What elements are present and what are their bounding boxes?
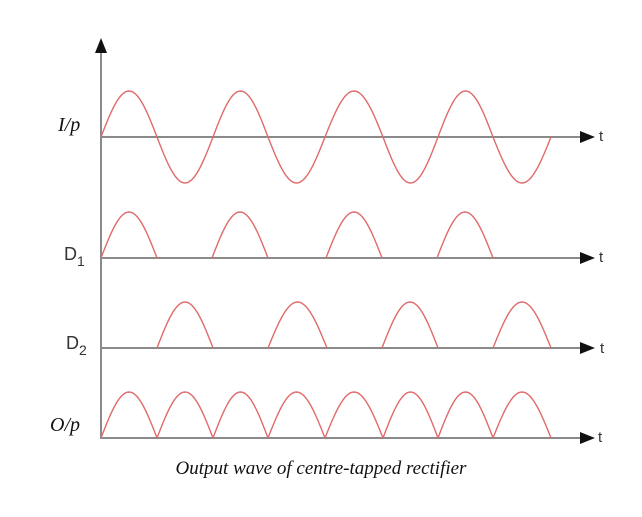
time-label-d2: t: [600, 340, 605, 357]
waveform-output-segment: [382, 391, 439, 439]
waveform-d2-segment: [381, 301, 439, 349]
row-label-d2-sub: 2: [79, 342, 87, 358]
waveform-d1-segment: [100, 211, 158, 259]
time-axis-arrow-icon: [580, 432, 595, 444]
waveform-output-segment: [156, 391, 214, 439]
waveform-output-segment: [100, 391, 158, 439]
row-label-d1-sub: 1: [77, 253, 85, 269]
row-label-d1-main: D: [64, 244, 77, 264]
waveform-output-segment: [437, 391, 494, 439]
time-label-output: t: [598, 429, 603, 446]
waveform-d2-segment: [156, 301, 214, 349]
waveform-d2-segment: [267, 301, 328, 349]
row-label-d2-main: D: [66, 333, 79, 353]
waveform-d2-segment: [492, 301, 552, 349]
waveform-input-segment: [100, 90, 158, 138]
time-axis-arrow-icon: [580, 131, 595, 143]
waveform-input-segment: [212, 90, 269, 138]
vertical-axis-arrow-icon: [95, 38, 107, 53]
row-label-d2: D2: [66, 333, 87, 358]
waveform-input-segment: [492, 136, 552, 184]
waveform-output-segment: [212, 391, 269, 439]
waveform-input-segment: [324, 90, 384, 138]
waveform-output-segment: [492, 391, 552, 439]
row-label-input: I/p: [58, 114, 81, 136]
waveform-input-segment: [156, 136, 214, 184]
row-label-d1: D1: [64, 244, 85, 269]
waveform-d1-segment: [211, 211, 269, 259]
row-label-output: O/p: [50, 414, 80, 436]
waveform-d1-segment: [325, 211, 383, 259]
time-axis-arrow-icon: [580, 342, 595, 354]
time-label-d1: t: [599, 249, 604, 266]
time-label-input: t: [599, 128, 604, 145]
waveform-output-segment: [267, 391, 326, 439]
figure-caption: Output wave of centre-tapped rectifier: [175, 458, 467, 479]
time-axis-arrow-icon: [580, 252, 595, 264]
waveform-input-segment: [267, 136, 326, 184]
waveform-input-segment: [437, 90, 494, 138]
waveform-d1-segment: [436, 211, 494, 259]
waveform-input-segment: [382, 136, 439, 184]
waveform-output-segment: [324, 391, 384, 439]
